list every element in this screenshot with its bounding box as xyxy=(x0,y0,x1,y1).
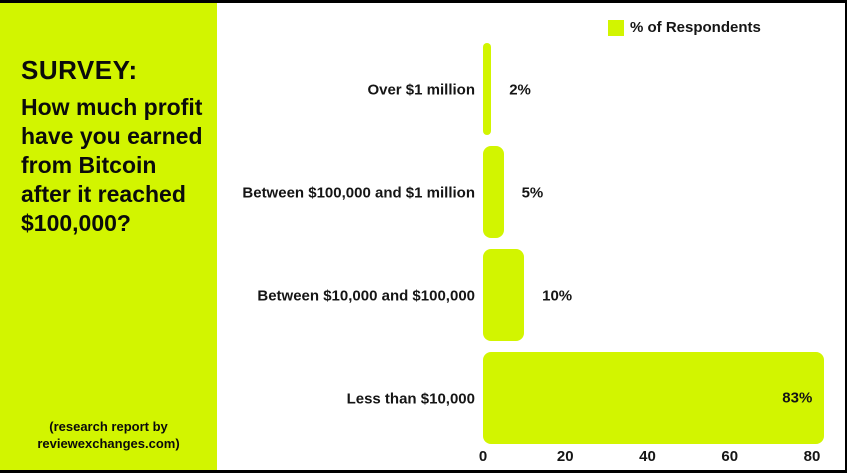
category-label: Over $1 million xyxy=(367,81,475,98)
bar xyxy=(483,249,525,341)
category-label: Between $100,000 and $1 million xyxy=(242,184,475,201)
bottom-border xyxy=(0,470,847,473)
right-border xyxy=(845,0,847,473)
chart-legend: % of Respondents xyxy=(608,19,761,36)
chart-row: Over $1 million 2% xyxy=(217,38,845,141)
x-tick-label: 20 xyxy=(556,448,574,465)
top-border xyxy=(0,0,847,3)
source-caption-line1: (research report by xyxy=(49,419,168,434)
source-caption: (research report by reviewexchanges.com) xyxy=(0,418,217,452)
x-tick-label: 80 xyxy=(803,448,821,465)
survey-heading: SURVEY: xyxy=(21,55,138,85)
value-label: 10% xyxy=(542,287,573,304)
source-caption-line2: reviewexchanges.com) xyxy=(37,436,180,451)
survey-question: How much profit have you earned from Bit… xyxy=(21,94,203,236)
category-label: Less than $10,000 xyxy=(346,390,475,407)
value-label: 5% xyxy=(521,184,544,201)
x-tick-label: 40 xyxy=(639,448,656,465)
bar xyxy=(483,146,504,238)
chart-row: Less than $10,000 83% xyxy=(217,347,845,450)
survey-title-panel: SURVEY: How much profit have you earned … xyxy=(0,3,217,470)
chart-rows: Over $1 million 2% Between $100,000 and $1… xyxy=(217,38,845,450)
legend-swatch-icon xyxy=(608,19,624,36)
chart-row: Between $100,000 and $1 million 5% xyxy=(217,141,845,244)
x-axis: 0 20 40 60 80 xyxy=(217,448,845,468)
bar-chart: % of Respondents Over $1 million 2% Betwee… xyxy=(217,3,845,470)
x-tick-label: 0 xyxy=(478,448,488,465)
legend-label: % of Respondents xyxy=(630,19,761,36)
bar: 83% xyxy=(483,352,825,444)
value-label: 83% xyxy=(782,389,813,407)
chart-row: Between $10,000 and $100,000 10% xyxy=(217,244,845,347)
category-label: Between $10,000 and $100,000 xyxy=(257,287,475,304)
x-tick-label: 60 xyxy=(721,448,739,465)
bar xyxy=(483,43,492,135)
value-label: 2% xyxy=(509,81,531,98)
